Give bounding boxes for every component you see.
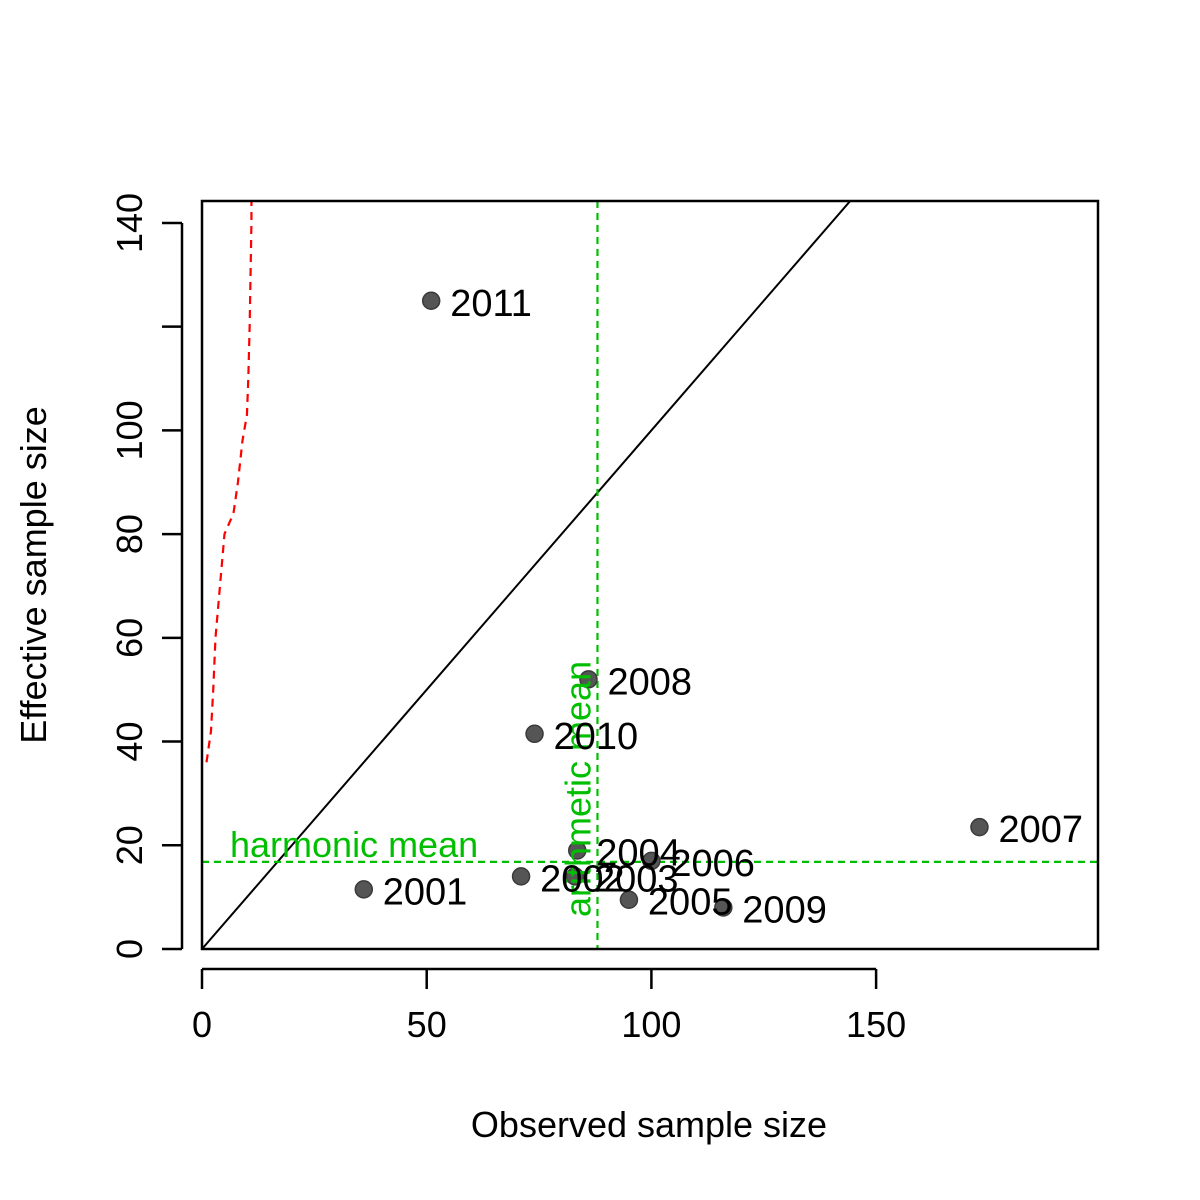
point-label: 2011 — [450, 283, 532, 325]
y-axis-title: Effective sample size — [13, 406, 54, 743]
point-label: 2009 — [742, 890, 827, 932]
y-tick-label: 100 — [109, 400, 150, 460]
plot-marks: harmonic mean arithmetic mean 2001 20022003… — [202, 201, 1098, 949]
data-point — [619, 890, 639, 909]
point-label: 2002 — [540, 858, 625, 900]
point-label: 2003 — [594, 858, 679, 900]
y-tick-label: 20 — [109, 825, 150, 865]
arithmetic-mean-label: arithmetic mean — [557, 661, 598, 917]
data-point — [421, 291, 441, 310]
plot-frame — [200, 199, 1100, 951]
y-tick-label: 40 — [109, 722, 150, 762]
data-point — [567, 841, 587, 860]
x-tick-label: 0 — [192, 1004, 212, 1045]
y-tick-label: 80 — [109, 514, 150, 554]
data-point — [714, 898, 733, 917]
y-tick-label: 0 — [109, 939, 150, 959]
point-label: 2005 — [648, 882, 733, 924]
data-point — [565, 867, 585, 886]
y-tick-label: 60 — [109, 618, 150, 658]
point-label: 2008 — [607, 661, 692, 703]
x-tick-label: 50 — [407, 1004, 447, 1045]
x-axis-title: Observed sample size — [471, 1104, 827, 1145]
harmonic-mean-label: harmonic mean — [230, 824, 478, 865]
red-dashed-curve — [205, 201, 253, 763]
point-label: 2004 — [596, 832, 681, 874]
data-point — [354, 880, 374, 899]
data-point — [642, 851, 661, 871]
point-label: 2010 — [554, 716, 639, 758]
data-point — [511, 867, 531, 886]
point-label: 2006 — [670, 843, 755, 885]
point-label: 2001 — [383, 871, 468, 913]
identity-line — [202, 201, 852, 949]
point-label: 2007 — [998, 809, 1083, 851]
data-point — [970, 817, 989, 837]
y-axis: 0 20 40 60 80 100 140 — [109, 193, 184, 959]
x-tick-label: 100 — [621, 1004, 681, 1045]
y-tick-label: 140 — [109, 193, 150, 253]
data-point — [579, 670, 598, 689]
data-point — [525, 724, 544, 744]
x-tick-label: 150 — [846, 1004, 906, 1045]
x-axis: 0 50 100 150 — [192, 967, 906, 1045]
